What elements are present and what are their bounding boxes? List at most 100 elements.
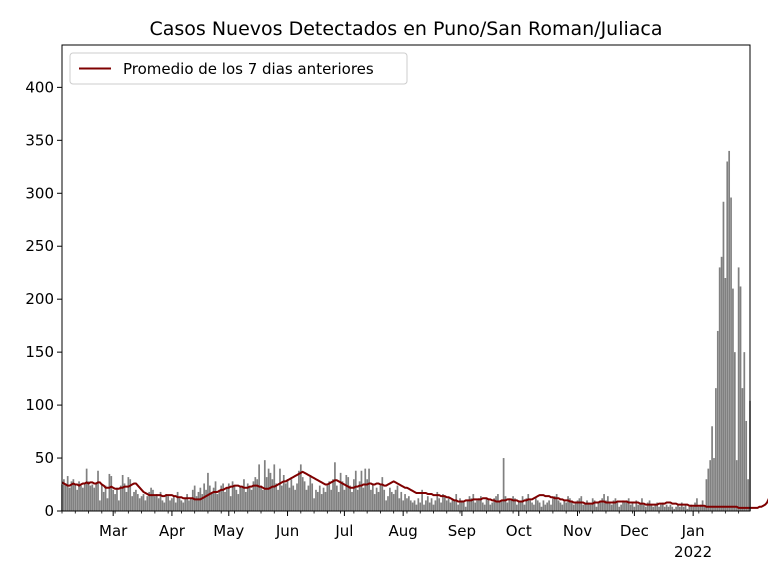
bar (379, 485, 382, 511)
bar (718, 267, 721, 511)
bar (167, 496, 169, 511)
bar (529, 500, 531, 511)
bar (514, 498, 516, 511)
bar (155, 494, 158, 511)
bar (116, 487, 118, 511)
bar (597, 502, 600, 511)
bar (694, 502, 696, 511)
bar (275, 483, 278, 511)
chart-title: Casos Nuevos Detectados en Puno/San Roma… (149, 18, 662, 40)
x-tick-label: Oct (506, 522, 532, 540)
x-tick-sublabel: 2022 (674, 543, 712, 561)
bar (265, 477, 268, 511)
bar (411, 502, 414, 511)
bar (722, 201, 725, 511)
bar (576, 500, 579, 511)
bar (80, 485, 82, 511)
bar (366, 479, 368, 511)
bar (459, 498, 461, 511)
bar (136, 494, 139, 511)
bar (394, 489, 397, 511)
bar (663, 506, 666, 511)
bar (252, 481, 255, 511)
bar (569, 498, 571, 511)
bar (93, 487, 96, 511)
bar (639, 502, 641, 511)
bar (318, 485, 321, 511)
bar (552, 498, 554, 511)
x-tick-label: Dec (620, 522, 649, 540)
bar (658, 506, 660, 511)
bar (66, 476, 69, 511)
bar (610, 504, 613, 511)
bar (423, 504, 425, 511)
bar (641, 498, 643, 511)
bar (301, 477, 304, 511)
bar (519, 502, 522, 511)
bar (650, 504, 653, 511)
bar (390, 491, 393, 511)
bar (339, 472, 342, 511)
bar (250, 489, 253, 511)
bar (292, 485, 295, 511)
bar (244, 491, 247, 511)
bar (334, 462, 336, 511)
bar (686, 508, 689, 511)
bar (635, 500, 638, 511)
bar (326, 485, 329, 511)
y-axis: 0 50 100 150 200 250 300 350 400 (25, 78, 62, 520)
bar (288, 487, 291, 511)
bar (743, 352, 746, 511)
bar (544, 504, 547, 511)
bar (258, 464, 260, 511)
bar (138, 498, 141, 511)
bar (315, 489, 317, 511)
bar (296, 483, 298, 511)
bar (684, 504, 687, 511)
bar (322, 487, 325, 511)
bar (711, 426, 713, 511)
bar (328, 481, 331, 511)
bar (436, 491, 439, 511)
bar (163, 502, 166, 511)
bar (661, 502, 664, 511)
bar (248, 487, 251, 511)
bar (508, 498, 511, 511)
bar (165, 494, 168, 511)
bar (290, 479, 293, 511)
bar (675, 506, 677, 511)
bar (531, 502, 533, 511)
bar (256, 479, 259, 511)
bar (207, 472, 209, 511)
bar (267, 468, 270, 511)
bar (559, 502, 562, 511)
bar (697, 506, 700, 511)
bar (468, 496, 471, 511)
bar (383, 489, 386, 511)
bar (241, 487, 243, 511)
bar (724, 278, 727, 511)
bar (269, 472, 272, 511)
bar (260, 485, 262, 511)
bar (191, 489, 194, 511)
bar (205, 489, 207, 511)
bar (100, 483, 103, 511)
bar (123, 483, 126, 511)
legend-label: Promedio de los 7 dias anteriores (123, 60, 374, 78)
bar (671, 506, 674, 511)
bar (63, 479, 65, 511)
bar (504, 496, 507, 511)
bar (231, 481, 234, 511)
bar (555, 494, 558, 511)
bar (169, 500, 171, 511)
bar (171, 498, 173, 511)
bar (445, 500, 448, 511)
bar (222, 483, 224, 511)
bar (438, 498, 441, 511)
bar (506, 502, 509, 511)
bar (70, 481, 73, 511)
bar (703, 506, 706, 511)
bar (281, 485, 283, 511)
bar (692, 506, 694, 511)
bar (627, 498, 630, 511)
